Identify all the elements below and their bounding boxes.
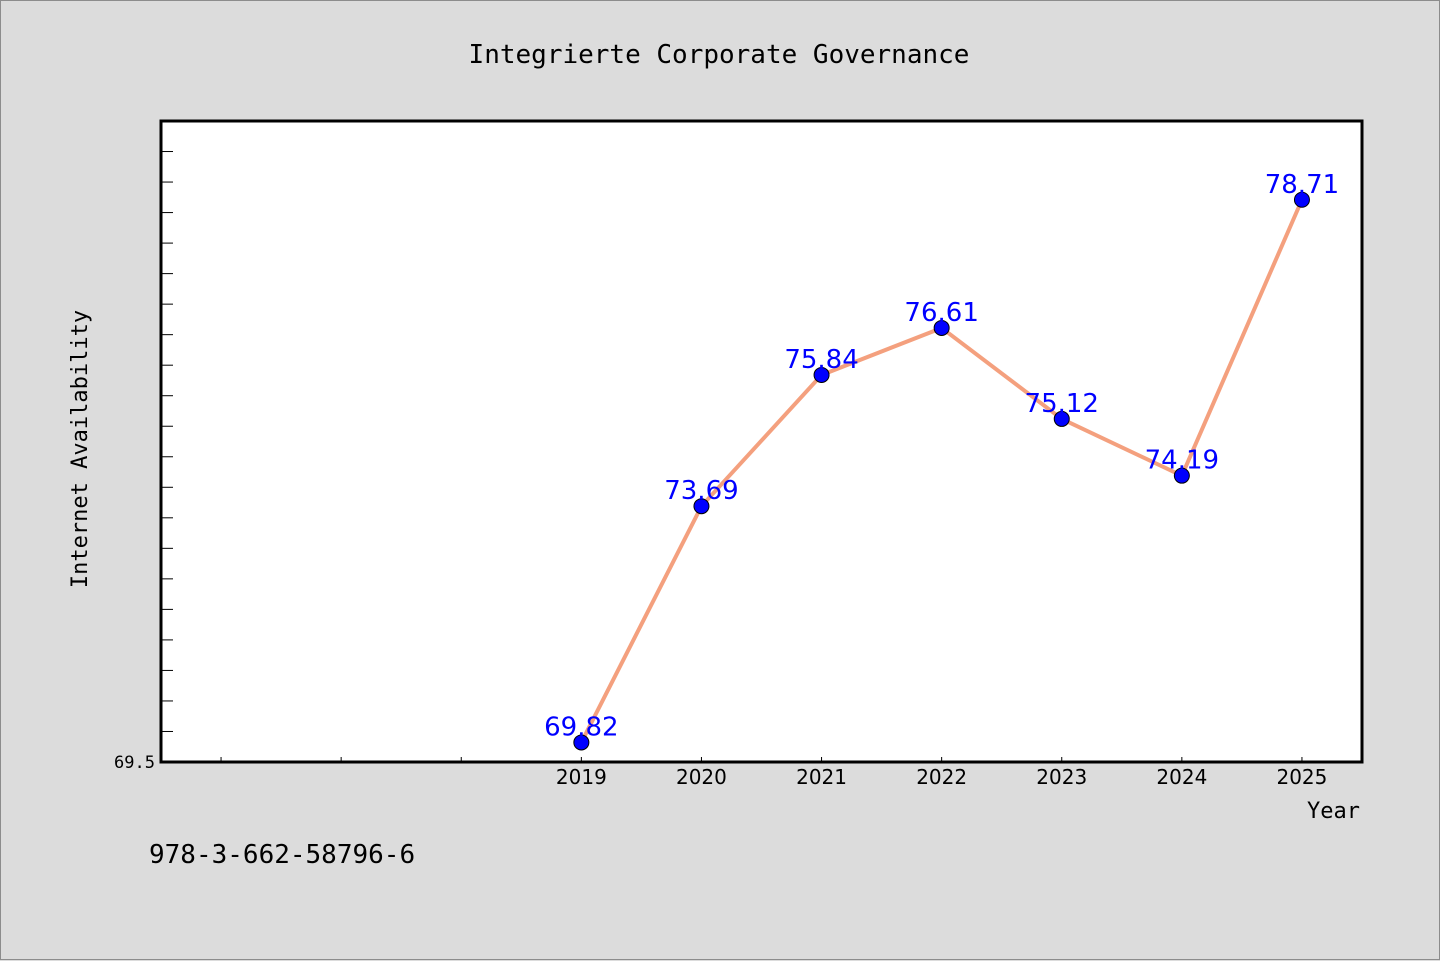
x-tick-label: 2024 bbox=[1156, 765, 1207, 789]
data-label: 76.61 bbox=[904, 298, 978, 328]
x-tick-label: 2020 bbox=[676, 765, 727, 789]
data-labels: 69.82 73.69 75.84 76.61 75.12 74.19 78.71 bbox=[544, 170, 1339, 743]
y-axis-label: Internet Availability bbox=[68, 310, 93, 588]
data-point bbox=[1053, 410, 1070, 427]
x-tick-label: 2025 bbox=[1276, 765, 1327, 789]
y-axis-ticks: 69.5 bbox=[114, 120, 173, 773]
data-point bbox=[1293, 191, 1310, 208]
data-point bbox=[1173, 467, 1190, 484]
data-label: 75.12 bbox=[1025, 389, 1099, 419]
data-label: 69.82 bbox=[544, 712, 618, 742]
x-axis-label: Year bbox=[1307, 799, 1360, 824]
plot-border bbox=[159, 119, 1364, 764]
footer-isbn: 978-3-662-58796-6 bbox=[149, 840, 415, 870]
data-label: 73.69 bbox=[664, 476, 738, 506]
data-point bbox=[813, 366, 830, 383]
data-point bbox=[933, 319, 950, 336]
x-tick-label: 2023 bbox=[1036, 765, 1087, 789]
data-point bbox=[573, 734, 590, 751]
x-tick-label: 2021 bbox=[796, 765, 847, 789]
data-label: 75.84 bbox=[784, 345, 858, 375]
data-label: 78.71 bbox=[1265, 170, 1339, 200]
data-point bbox=[693, 498, 710, 515]
x-tick-label: 2022 bbox=[916, 765, 967, 789]
x-tick-label: 2019 bbox=[556, 765, 607, 789]
data-markers bbox=[573, 191, 1310, 751]
data-label: 74.19 bbox=[1145, 446, 1219, 476]
chart-title: Integrierte Corporate Governance bbox=[469, 40, 970, 70]
x-axis-ticks: 2019 2020 2021 2022 2023 2024 2025 bbox=[220, 757, 1327, 789]
y-tick-label: 69.5 bbox=[114, 753, 155, 773]
